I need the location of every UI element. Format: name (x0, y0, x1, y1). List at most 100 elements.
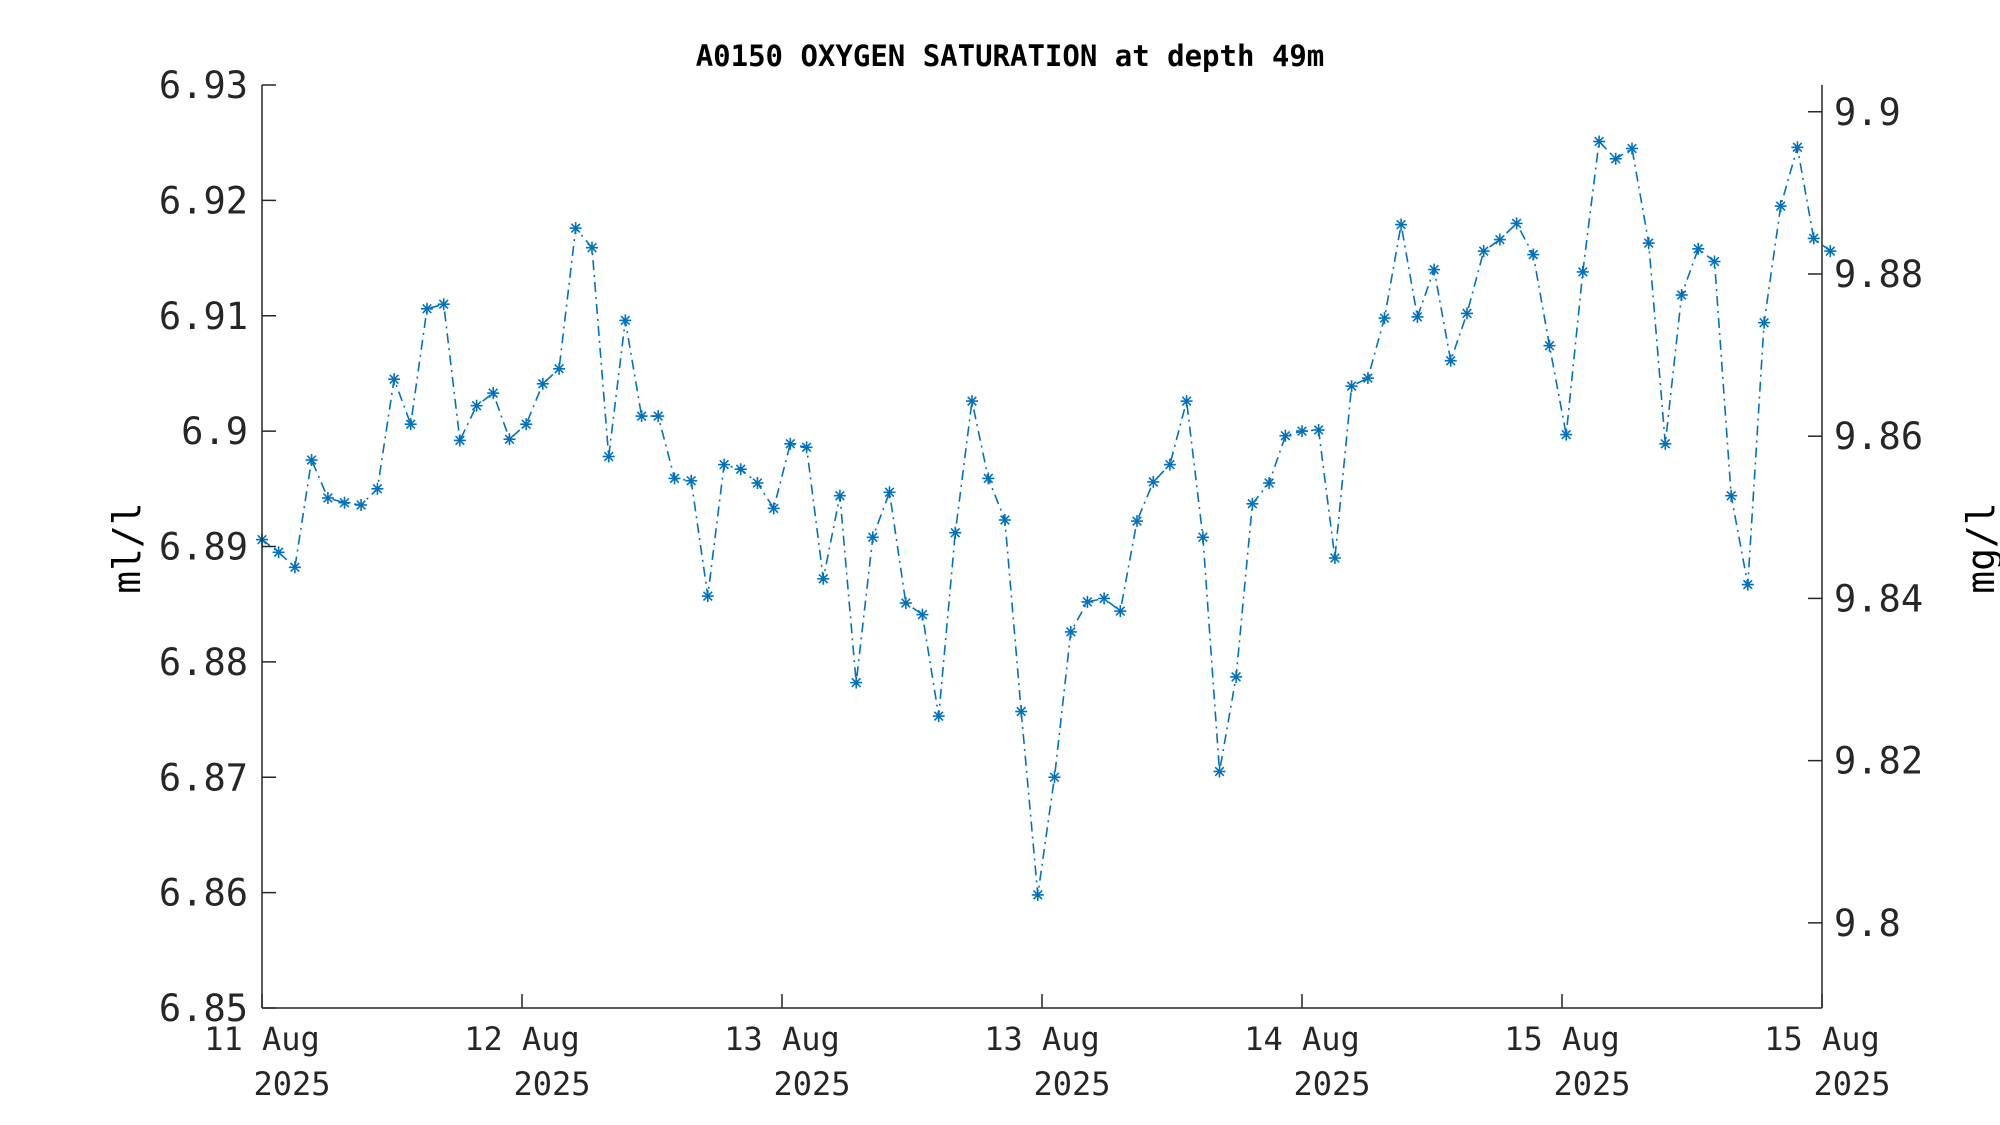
data-point (1163, 458, 1176, 471)
right-tick-label: 9.88 (1834, 253, 1923, 296)
data-point (536, 377, 549, 390)
data-point (1345, 380, 1358, 393)
data-point (586, 241, 598, 254)
data-point (1395, 218, 1408, 231)
data-point (1114, 605, 1127, 618)
data-point (1098, 592, 1111, 605)
data-point (1180, 395, 1193, 408)
series-line (261, 139, 1831, 896)
data-point (866, 531, 879, 544)
left-tick-label: 6.89 (159, 526, 248, 569)
data-point (784, 437, 797, 450)
data-point (404, 418, 417, 431)
data-point (470, 399, 483, 412)
data-point (1031, 888, 1044, 901)
data-point (800, 441, 813, 454)
data-point (1147, 475, 1160, 488)
data-point (1510, 217, 1523, 230)
data-point (1411, 310, 1424, 323)
data-point (1279, 429, 1292, 442)
data-point (734, 463, 747, 476)
data-point (1328, 552, 1341, 564)
data-point (1725, 489, 1738, 502)
data-point (1824, 245, 1837, 258)
left-tick-label: 6.92 (159, 179, 248, 222)
data-point (520, 418, 533, 431)
data-point (1296, 425, 1308, 438)
data-point (1593, 135, 1606, 148)
data-point (1493, 233, 1506, 246)
axes-frame (261, 85, 1823, 1009)
data-point (1428, 263, 1441, 276)
data-point (635, 410, 648, 423)
data-point (652, 410, 665, 423)
left-tick-label: 6.88 (159, 641, 248, 684)
data-point (338, 496, 351, 509)
data-point (850, 676, 863, 689)
data-point (916, 608, 929, 621)
data-point (1659, 437, 1672, 450)
data-point (833, 489, 846, 502)
x-tick-day-label: 15 Aug (1504, 1020, 1620, 1058)
left-tick-label: 6.93 (159, 64, 248, 107)
data-point (1642, 237, 1655, 250)
data-point (1576, 265, 1589, 278)
data-point (305, 454, 318, 466)
data-point (453, 434, 466, 447)
x-tick-year-label: 2025 (1293, 1065, 1370, 1103)
data-point (619, 314, 632, 327)
x-tick-day-label: 11 Aug (204, 1020, 320, 1058)
data-point (1560, 428, 1573, 441)
data-point (1675, 289, 1688, 301)
data-point (982, 472, 995, 485)
x-tick-day-label: 13 Aug (724, 1020, 840, 1058)
x-tick-day-label: 13 Aug (984, 1020, 1100, 1058)
data-point (966, 395, 978, 408)
left-tick-label: 6.87 (159, 756, 248, 799)
x-tick-year-label: 2025 (513, 1065, 590, 1103)
data-point (1626, 142, 1638, 155)
data-point (1048, 771, 1061, 784)
data-point (998, 514, 1011, 526)
data-point (272, 546, 285, 559)
right-tick-label: 9.82 (1834, 740, 1923, 783)
x-tick-day-label: 12 Aug (464, 1020, 580, 1058)
data-point (1791, 141, 1804, 154)
data-point (1312, 424, 1325, 436)
data-point (899, 597, 912, 609)
data-point (288, 561, 301, 574)
chart-title: A0150 OXYGEN SATURATION at depth 49m (696, 39, 1325, 73)
data-point (1444, 354, 1457, 367)
data-point (817, 572, 830, 585)
data-point (949, 526, 962, 539)
x-tick-year-label: 2025 (773, 1065, 850, 1103)
data-point (1263, 477, 1276, 489)
right-tick-label: 9.8 (1834, 902, 1901, 945)
data-point (1692, 242, 1705, 255)
data-point (388, 373, 401, 386)
data-point (767, 502, 780, 515)
data-point (321, 492, 334, 504)
plot-area: 6.856.866.876.886.896.96.916.926.93 9.89… (159, 64, 1923, 1103)
x-tick-day-label: 15 Aug (1764, 1020, 1880, 1058)
data-point (355, 499, 368, 511)
data-point (668, 472, 681, 485)
data-point (371, 482, 384, 495)
x-tick-year-label: 2025 (1033, 1065, 1110, 1103)
data-point (701, 590, 714, 603)
data-point (1741, 578, 1754, 591)
data-point (421, 302, 433, 315)
x-tick-year-label: 2025 (1553, 1065, 1630, 1103)
x-tick-year-label: 2025 (1813, 1065, 1890, 1103)
data-point (1230, 670, 1243, 683)
data-point (1361, 372, 1374, 385)
data-point (437, 298, 450, 311)
data-point (1196, 531, 1209, 544)
data-point (1131, 515, 1143, 528)
data-point (1461, 307, 1473, 320)
data-point (1246, 497, 1259, 510)
left-y-ticks: 6.85 6.86 6.87 6.88 6.89 6.9 6.91 6.92 6.93 (159, 64, 276, 1030)
left-tick-label: 6.86 (159, 872, 248, 915)
data-point (751, 477, 764, 489)
